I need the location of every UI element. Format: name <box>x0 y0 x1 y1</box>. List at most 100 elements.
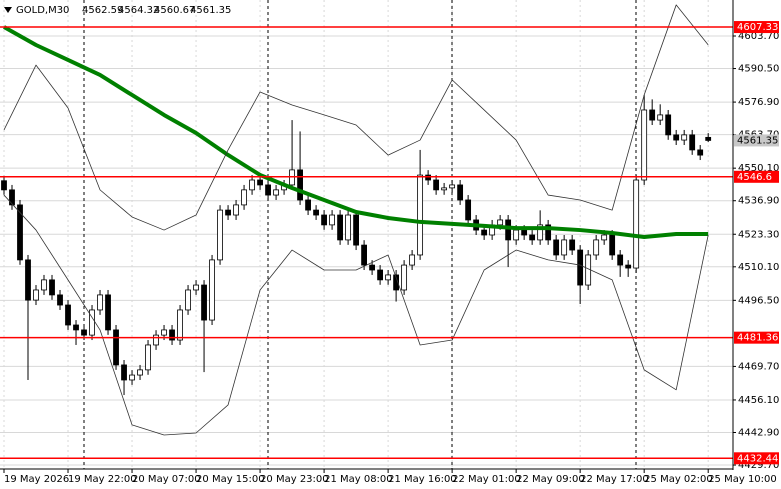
x-tick-label: 25 May 02:00 <box>644 474 713 485</box>
candle-body <box>17 204 23 261</box>
candle-body <box>697 149 704 156</box>
y-tick-label: 4603.70 <box>738 31 779 42</box>
symbol-icon <box>4 7 12 13</box>
candle-body <box>385 274 392 281</box>
candle-body <box>265 184 271 196</box>
y-tick-label: 4442.90 <box>738 428 779 439</box>
header-high: 4564.32 <box>118 5 159 16</box>
candle-body <box>345 214 351 241</box>
candle-body <box>153 334 159 346</box>
candle-body <box>321 214 327 226</box>
y-tick-label: 4469.70 <box>738 361 779 372</box>
candle-body <box>505 219 512 241</box>
candle-body <box>273 189 279 196</box>
candle-body <box>1 180 7 191</box>
candle-body <box>401 264 408 291</box>
x-tick-label: 21 May 08:00 <box>324 474 393 485</box>
candle-body <box>305 199 311 211</box>
candle-body <box>225 209 231 216</box>
level-label-bg <box>734 331 779 344</box>
candle-body <box>217 209 223 261</box>
candle-body <box>609 234 616 256</box>
candle-body <box>113 329 119 366</box>
candle-body <box>73 324 79 331</box>
candle-body <box>617 254 624 266</box>
y-tick-label: 4550.10 <box>738 163 779 174</box>
candle-body <box>233 204 239 216</box>
candle-body <box>313 209 319 216</box>
grid <box>0 0 733 469</box>
candle-body <box>9 189 15 206</box>
level-label: 4607.33 <box>737 22 778 33</box>
price-label-bg <box>734 134 779 147</box>
candle-body <box>689 134 696 151</box>
candle-body <box>297 169 303 201</box>
level-label-bg <box>734 21 779 34</box>
candle-body <box>457 184 464 201</box>
x-tick-label: 22 May 01:00 <box>452 474 521 485</box>
x-tick-label: 19 May 2026 <box>4 474 69 485</box>
candle-body <box>601 234 608 241</box>
x-tick-label: 20 May 23:00 <box>260 474 329 485</box>
y-tick-label: 4510.10 <box>738 262 779 273</box>
header-open: 4562.59 <box>82 5 123 16</box>
candle-body <box>441 187 448 191</box>
header-close: 4561.35 <box>190 5 231 16</box>
x-tick-label: 22 May 17:00 <box>580 474 649 485</box>
indicator-line <box>3 4 709 231</box>
candle-body <box>417 174 424 256</box>
indicator-line <box>3 25 709 239</box>
level-label-bg <box>734 170 779 183</box>
candle-body <box>649 109 656 121</box>
candle-body <box>657 114 664 121</box>
candle-body <box>513 229 520 241</box>
candle-body <box>161 329 167 336</box>
level-label: 4481.36 <box>737 333 778 344</box>
candle-body <box>625 264 632 269</box>
header-low: 4560.67 <box>154 5 195 16</box>
candle-body <box>497 219 504 226</box>
candle-body <box>433 179 440 191</box>
candle-body <box>577 249 584 286</box>
candle-body <box>353 214 359 246</box>
candle-body <box>481 229 488 236</box>
candle-body <box>185 289 191 311</box>
plot <box>0 4 733 460</box>
candle-body <box>369 264 376 271</box>
x-tick-label: 19 May 22:00 <box>68 474 137 485</box>
candle-body <box>249 179 255 191</box>
candle-body <box>201 284 207 321</box>
candle-body <box>337 214 343 241</box>
candle-body <box>241 189 247 206</box>
x-tick-label: 25 May 10:00 <box>708 474 777 485</box>
candle-body <box>105 294 111 331</box>
y-tick-label: 4429.70 <box>738 460 779 471</box>
y-tick-label: 4536.90 <box>738 196 779 207</box>
candle-body <box>137 369 143 376</box>
symbol: GOLD,M30 <box>16 5 69 16</box>
candle-body <box>545 224 552 241</box>
candle-body <box>209 259 215 321</box>
y-tick-label: 4456.10 <box>738 395 779 406</box>
candle-body <box>49 279 55 296</box>
candle-body <box>257 179 263 186</box>
x-tick-label: 20 May 07:00 <box>132 474 201 485</box>
candle-body <box>329 214 335 226</box>
candle-body <box>41 279 47 291</box>
candle-body <box>121 364 127 381</box>
x-tick-label: 21 May 16:00 <box>388 474 457 485</box>
candle-body <box>377 269 384 281</box>
candle-body <box>537 224 544 241</box>
candle-body <box>57 294 63 306</box>
candle-body <box>681 134 688 141</box>
candle-body <box>569 239 576 251</box>
candle-body <box>129 374 135 381</box>
candle-body <box>361 244 367 266</box>
y-tick-label: 4496.50 <box>738 295 779 306</box>
candle-body <box>25 259 31 301</box>
candle-body <box>409 254 416 266</box>
header: GOLD,M30 4562.59 4564.32 4560.67 4561.35 <box>4 5 231 16</box>
candle-body <box>89 309 95 336</box>
y-tick-label: 4523.30 <box>738 229 779 240</box>
